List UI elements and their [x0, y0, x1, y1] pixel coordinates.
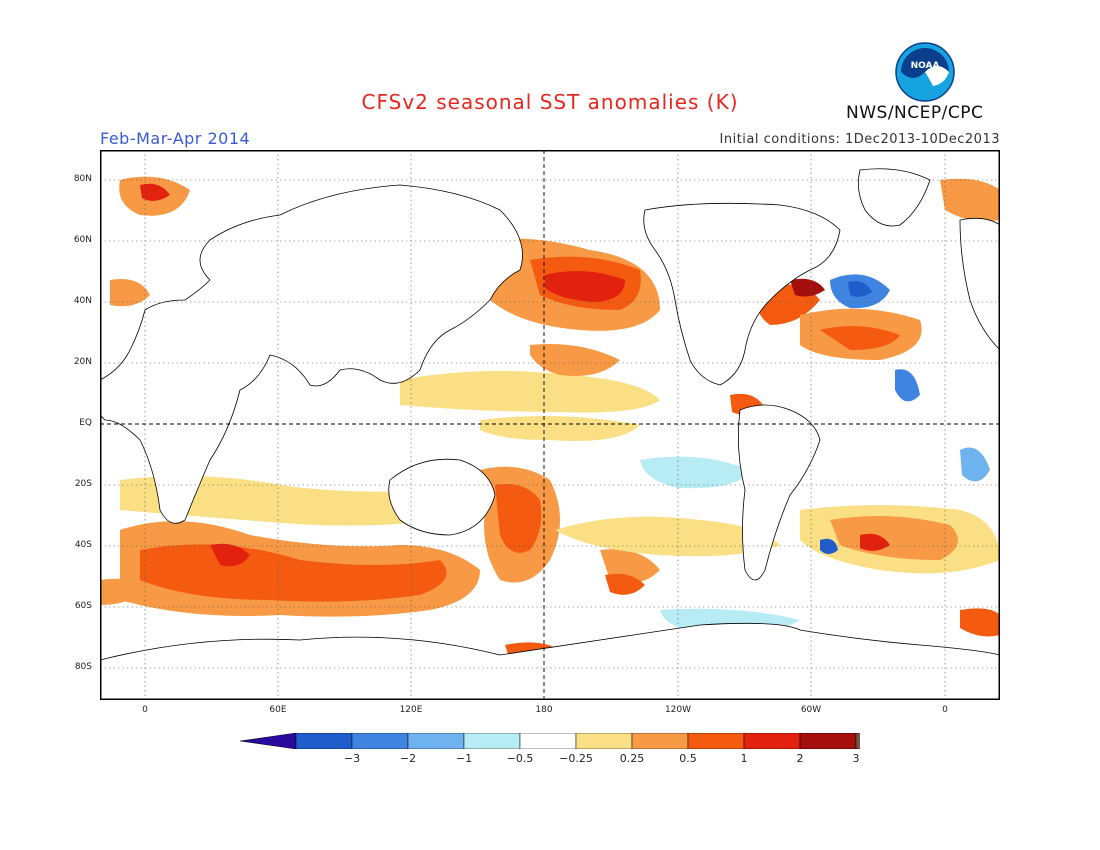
chart-title: CFSv2 seasonal SST anomalies (K): [361, 90, 739, 114]
lon-label-0-right: 0: [942, 705, 948, 715]
colorbar-label: −0.25: [559, 752, 593, 765]
colorbar-segment: [295, 733, 353, 749]
colorbar-label: −3: [343, 752, 361, 765]
graticule: [100, 150, 1000, 700]
lat-label-20n: 20N: [73, 357, 92, 367]
continents-layer: [100, 168, 1000, 700]
colorbar-label: −1: [455, 752, 473, 765]
colorbar-label: −2: [399, 752, 417, 765]
colorbar-segment: [463, 733, 521, 749]
lat-label-60s: 60S: [74, 601, 92, 611]
colorbar-min-arrow: [240, 733, 297, 749]
colorbar-segment: [743, 733, 801, 749]
map-frame: [100, 150, 1000, 700]
lon-label-120e: 120E: [399, 705, 423, 715]
forecast-period: Feb-Mar-Apr 2014: [100, 129, 251, 148]
colorbar-label: −0.5: [506, 752, 534, 765]
lon-label-0: 0: [142, 705, 148, 715]
noaa-logo: NOAA: [895, 42, 955, 102]
warm-anomaly-layer: [100, 176, 1000, 661]
colorbar: [240, 733, 860, 749]
colorbar-label: 2: [796, 752, 804, 765]
lon-label-120w: 120W: [664, 705, 692, 715]
lat-label-40s: 40S: [74, 540, 92, 550]
reference-lines: [100, 150, 1000, 700]
initial-conditions: Initial conditions: 1Dec2013-10Dec2013: [719, 132, 1000, 147]
colorbar-max-arrow: [855, 733, 860, 749]
lat-label-80s: 80S: [74, 662, 92, 672]
colorbar-segment: [799, 733, 857, 749]
colorbar-segment: [631, 733, 689, 749]
lat-label-60n: 60N: [73, 235, 92, 245]
logo-text: NOAA: [911, 61, 940, 71]
colorbar-label: 3: [852, 752, 860, 765]
colorbar-segment: [687, 733, 745, 749]
lat-label-80n: 80N: [73, 174, 92, 184]
colorbar-segment: [351, 733, 409, 749]
lon-label-60e: 60E: [269, 705, 287, 715]
lon-label-60w: 60W: [800, 705, 822, 715]
lat-label-eq: EQ: [79, 418, 92, 428]
lon-label-180: 180: [535, 705, 553, 715]
agency-label: NWS/NCEP/CPC: [846, 103, 984, 123]
colorbar-label: 0.5: [679, 752, 697, 765]
sst-anomaly-map: [100, 150, 1000, 700]
lat-label-20s: 20S: [74, 479, 92, 489]
colorbar-segment: [519, 733, 577, 749]
colorbar-label: 0.25: [619, 752, 645, 765]
colorbar-label: 1: [740, 752, 748, 765]
colorbar-segment: [575, 733, 633, 749]
lat-label-40n: 40N: [73, 296, 92, 306]
colorbar-segment: [407, 733, 465, 749]
